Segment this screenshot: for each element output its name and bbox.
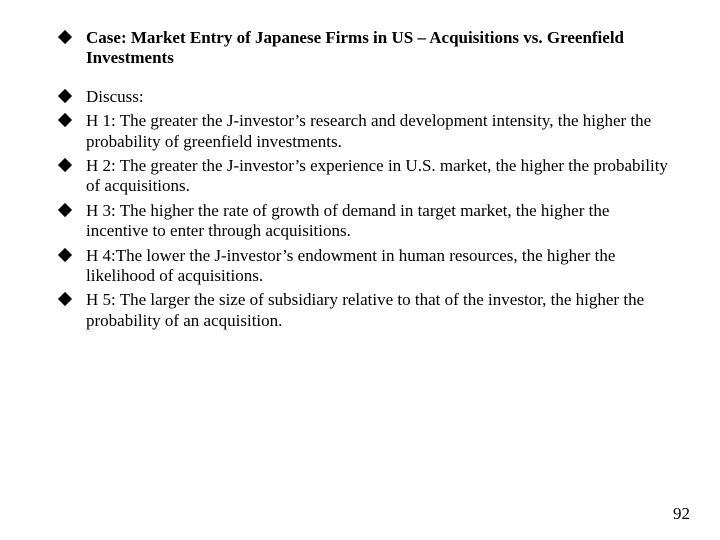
bullet-column: [60, 156, 86, 170]
list-item-text: H 2: The greater the J-investor’s experi…: [86, 156, 670, 197]
bullet-column: [60, 201, 86, 215]
list-item-text: H 1: The greater the J-investor’s resear…: [86, 111, 670, 152]
list-item-text: H 3: The higher the rate of growth of de…: [86, 201, 670, 242]
list-item: H 5: The larger the size of subsidiary r…: [60, 290, 670, 331]
diamond-bullet-icon: [58, 30, 72, 44]
list-item: H 2: The greater the J-investor’s experi…: [60, 156, 670, 197]
diamond-bullet-icon: [58, 203, 72, 217]
list-item-text: Case: Market Entry of Japanese Firms in …: [86, 28, 670, 69]
bullet-column: [60, 28, 86, 42]
page-number: 92: [673, 504, 690, 524]
diamond-bullet-icon: [58, 113, 72, 127]
diamond-bullet-icon: [58, 292, 72, 306]
list-item-text: H 5: The larger the size of subsidiary r…: [86, 290, 670, 331]
list-item: H 4:The lower the J-investor’s endowment…: [60, 246, 670, 287]
list-item: H 1: The greater the J-investor’s resear…: [60, 111, 670, 152]
diamond-bullet-icon: [58, 89, 72, 103]
list-item: H 3: The higher the rate of growth of de…: [60, 201, 670, 242]
bullet-column: [60, 87, 86, 101]
bullet-column: [60, 111, 86, 125]
slide: Case: Market Entry of Japanese Firms in …: [0, 0, 720, 540]
diamond-bullet-icon: [58, 247, 72, 261]
list-item-text: Discuss:: [86, 87, 670, 107]
diamond-bullet-icon: [58, 158, 72, 172]
bullet-list: Case: Market Entry of Japanese Firms in …: [60, 28, 670, 331]
list-item: Case: Market Entry of Japanese Firms in …: [60, 28, 670, 69]
bullet-column: [60, 246, 86, 260]
list-item-text: H 4:The lower the J-investor’s endowment…: [86, 246, 670, 287]
bullet-column: [60, 290, 86, 304]
list-item: Discuss:: [60, 87, 670, 107]
